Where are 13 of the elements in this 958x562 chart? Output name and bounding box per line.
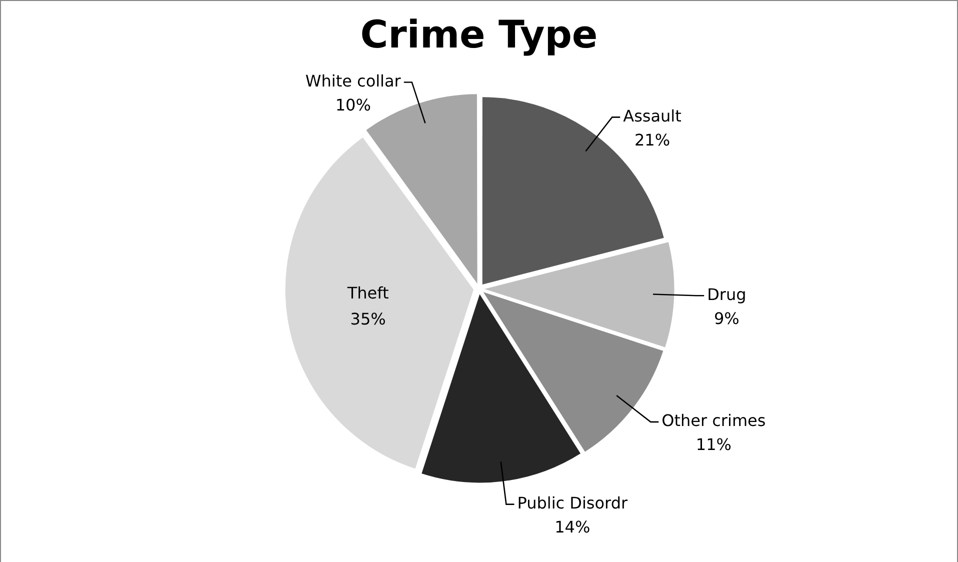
data-label: 11%	[696, 435, 732, 454]
chart-title: Crime Type	[360, 12, 598, 57]
data-label: 10%	[335, 95, 371, 114]
data-label: 35%	[350, 310, 386, 329]
data-label: 9%	[714, 308, 740, 328]
data-label: 14%	[554, 517, 590, 536]
slice-label: Theft	[346, 284, 389, 303]
slice-label: Public Disordr	[517, 493, 628, 512]
slice-label: White collar	[305, 71, 402, 90]
data-label: 21%	[634, 130, 670, 150]
slice-label: Assault	[623, 106, 682, 126]
slice-label: Drug	[707, 284, 746, 304]
slice-label: Other crimes	[662, 411, 766, 430]
